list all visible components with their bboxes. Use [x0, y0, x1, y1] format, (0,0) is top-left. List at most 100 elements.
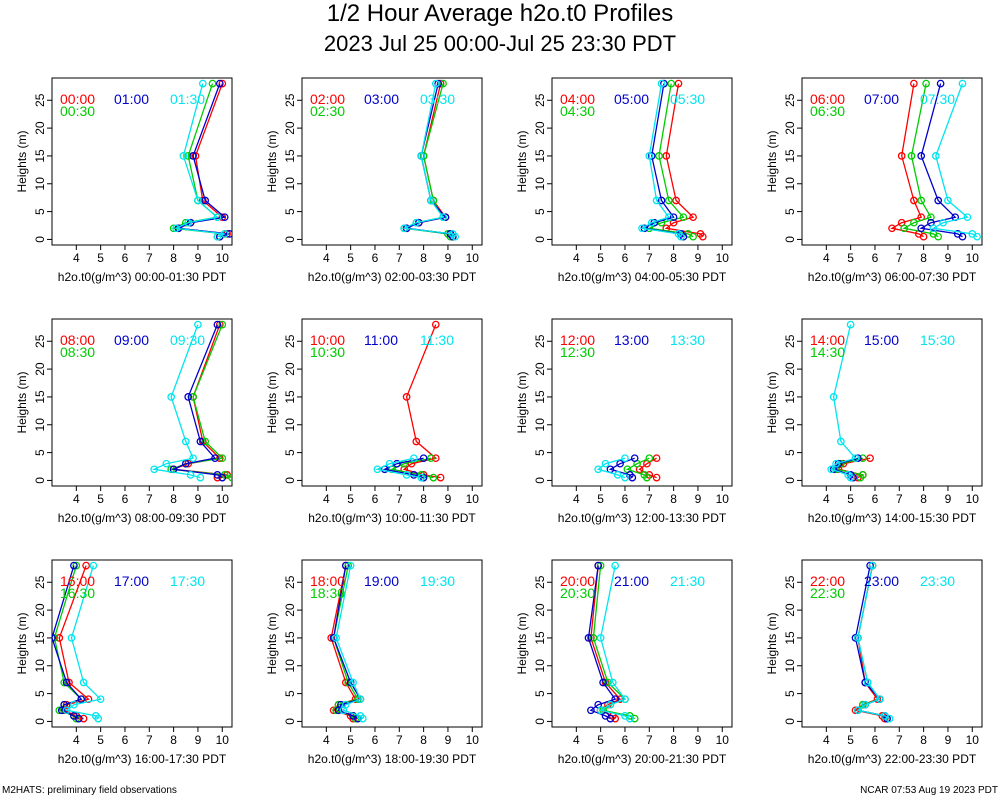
- x-tick-label: 10: [216, 492, 230, 506]
- data-point: [179, 152, 188, 160]
- x-tick-label: 5: [347, 251, 354, 265]
- y-tick-label: 0: [283, 477, 297, 484]
- data-point: [672, 196, 680, 205]
- y-tick-label: 15: [283, 631, 297, 645]
- legend-entry: 13:30: [670, 332, 705, 348]
- series-line: [58, 565, 90, 720]
- x-tick-label: 6: [372, 492, 379, 506]
- series-group: [888, 79, 981, 241]
- y-tick-label: 25: [783, 93, 797, 107]
- data-point: [660, 79, 668, 88]
- y-tick-label: 25: [533, 93, 547, 107]
- profile-panel-3: 4 5 6 7 8 9 10 0 5 10 15 20 25 h2o.t0(g/m^3) 04:00-05…: [515, 77, 733, 284]
- legend-entry: 08:00: [60, 332, 95, 348]
- data-point: [589, 634, 598, 642]
- y-tick-label: 0: [283, 236, 297, 243]
- data-point: [917, 224, 926, 233]
- data-point: [917, 196, 926, 205]
- x-tick-label: 8: [920, 251, 927, 265]
- y-tick-label: 0: [283, 718, 297, 725]
- series-group: [827, 320, 874, 482]
- data-point: [594, 465, 603, 474]
- legend-entry: 05:30: [670, 91, 705, 107]
- y-tick-label: 15: [283, 149, 297, 163]
- series-line: [170, 324, 232, 479]
- x-tick-label: 6: [872, 492, 879, 506]
- legend-entry: 00:30: [60, 103, 95, 119]
- y-tick-label: 0: [533, 477, 547, 484]
- data-point: [215, 79, 224, 88]
- x-axis-label: h2o.t0(g/m^3) 14:00-15:30 PDT: [808, 511, 977, 525]
- data-point: [931, 152, 940, 160]
- data-point: [922, 79, 930, 88]
- legend-entry: 05:00: [614, 91, 649, 107]
- data-point: [645, 152, 654, 160]
- x-tick-label: 8: [670, 733, 677, 747]
- x-axis-label: h2o.t0(g/m^3) 10:00-11:30 PDT: [308, 511, 476, 525]
- data-point: [431, 79, 440, 88]
- data-point: [412, 218, 421, 227]
- data-point: [587, 634, 595, 642]
- y-tick-label: 15: [33, 149, 47, 163]
- x-tick-label: 7: [146, 251, 153, 265]
- data-point: [910, 79, 918, 88]
- x-tick-label: 10: [466, 733, 480, 747]
- plot-frame: [801, 318, 983, 487]
- data-point: [196, 473, 205, 482]
- data-point: [900, 224, 909, 233]
- data-point: [184, 218, 193, 227]
- data-point: [52, 634, 59, 642]
- legend-entry: 20:00: [560, 573, 595, 589]
- x-tick-label: 7: [646, 251, 653, 265]
- legend-entry: 15:00: [864, 332, 899, 348]
- data-point: [584, 634, 593, 642]
- data-point: [679, 213, 688, 222]
- series-line: [596, 457, 626, 479]
- data-point: [82, 561, 90, 570]
- x-tick-label: 5: [847, 251, 854, 265]
- data-point: [944, 196, 952, 205]
- y-axis-label: Heights (m): [15, 371, 29, 433]
- series-group: [327, 561, 367, 723]
- y-tick-label: 0: [33, 477, 47, 484]
- data-point: [344, 561, 353, 570]
- data-point: [594, 561, 603, 570]
- data-point: [194, 320, 202, 329]
- legend-entry: 23:30: [920, 573, 955, 589]
- data-point: [837, 437, 845, 446]
- data-point: [596, 706, 605, 715]
- series-line: [151, 324, 201, 479]
- data-point: [189, 393, 197, 401]
- data-point: [402, 471, 411, 479]
- x-tick-label: 4: [73, 251, 80, 265]
- x-axis-label: h2o.t0(g/m^3) 06:00-07:30 PDT: [808, 270, 977, 284]
- data-point: [601, 459, 610, 468]
- series-group: [169, 79, 232, 241]
- y-tick-label: 20: [283, 362, 297, 376]
- plot-frame: [801, 559, 983, 728]
- x-tick-label: 10: [716, 492, 730, 506]
- data-point: [934, 196, 943, 205]
- x-tick-label: 9: [695, 733, 702, 747]
- data-point: [907, 152, 916, 160]
- data-point: [349, 678, 357, 687]
- y-tick-label: 5: [283, 449, 297, 456]
- legend-entry: 11:30: [420, 332, 454, 348]
- y-tick-label: 10: [283, 177, 297, 191]
- x-tick-label: 6: [622, 733, 629, 747]
- x-tick-label: 8: [170, 251, 177, 265]
- series-line: [598, 565, 631, 720]
- profile-panel-8: 4 5 6 7 8 9 10 0 5 10 15 20 25 h2o.t0(g/m^3) 14:00-15…: [765, 318, 983, 525]
- data-point: [625, 712, 634, 720]
- x-tick-label: 9: [195, 492, 202, 506]
- y-tick-label: 15: [283, 390, 297, 404]
- legend-entry: 06:00: [810, 91, 845, 107]
- x-tick-label: 6: [122, 251, 129, 265]
- data-point: [213, 471, 222, 479]
- x-tick-label: 9: [445, 251, 452, 265]
- x-tick-label: 8: [170, 492, 177, 506]
- data-point: [436, 79, 445, 88]
- y-tick-label: 10: [283, 659, 297, 673]
- y-tick-label: 20: [33, 121, 47, 135]
- legend-entry: 14:30: [810, 344, 845, 360]
